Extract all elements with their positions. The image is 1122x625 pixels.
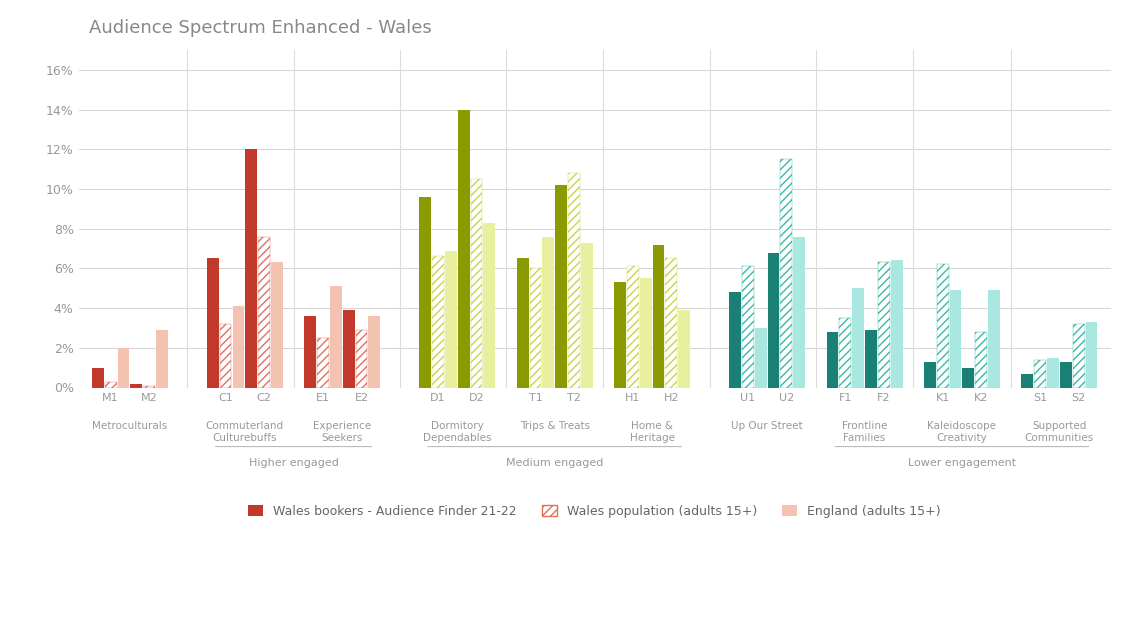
Legend: Wales bookers - Audience Finder 21-22, Wales population (adults 15+), England (a: Wales bookers - Audience Finder 21-22, W… [243,500,946,523]
Bar [653,244,664,388]
Bar [767,253,780,388]
Bar [729,292,741,388]
Bar [963,368,974,388]
Bar [640,278,652,388]
Bar [891,261,902,388]
Bar [627,266,638,388]
Bar [206,259,219,388]
Bar [246,149,257,388]
Bar [679,310,690,388]
Bar [484,222,495,388]
Text: Trips & Treats: Trips & Treats [519,421,590,431]
Bar [853,288,864,388]
Bar [581,242,592,388]
Bar [568,173,580,388]
Bar [232,306,245,388]
Text: Frontline
Families: Frontline Families [842,421,888,443]
Text: Audience Spectrum Enhanced - Wales: Audience Spectrum Enhanced - Wales [89,19,432,38]
Bar [542,237,554,388]
Bar [530,268,541,388]
Bar [988,290,1000,388]
Bar [156,330,168,388]
Bar [445,251,457,388]
Bar [318,338,329,388]
Bar [92,368,103,388]
Bar [755,328,766,388]
Bar [865,330,877,388]
Text: Medium engaged: Medium engaged [506,458,604,468]
Text: Commuterland
Culturebuffs: Commuterland Culturebuffs [205,421,284,443]
Bar [742,266,754,388]
Bar [877,262,890,388]
Text: Kaleidoscope
Creativity: Kaleidoscope Creativity [928,421,996,443]
Bar [470,179,482,388]
Bar [458,109,470,388]
Bar [258,237,270,388]
Bar [220,324,231,388]
Bar [793,237,806,388]
Bar [1073,324,1085,388]
Bar [827,332,838,388]
Bar [130,384,142,388]
Bar [975,332,987,388]
Text: Higher engaged: Higher engaged [249,458,339,468]
Bar [937,264,948,388]
Bar [781,159,792,388]
Bar [432,256,444,388]
Bar [104,381,117,388]
Bar [304,316,316,388]
Text: Supported
Communities: Supported Communities [1024,421,1094,443]
Bar [343,310,355,388]
Bar [614,282,626,388]
Bar [144,386,155,388]
Bar [118,348,129,388]
Bar [1021,374,1033,388]
Text: Home &
Heritage: Home & Heritage [629,421,674,443]
Text: Experience
Seekers: Experience Seekers [313,421,371,443]
Bar [1060,362,1072,388]
Text: Metroculturals: Metroculturals [92,421,167,431]
Bar [665,259,678,388]
Bar [330,286,342,388]
Bar [1034,360,1046,388]
Text: Up Our Street: Up Our Street [732,421,803,431]
Bar [925,362,936,388]
Bar [517,259,528,388]
Bar [839,318,852,388]
Bar [368,316,380,388]
Text: Dormitory
Dependables: Dormitory Dependables [423,421,491,443]
Bar [555,185,567,388]
Bar [420,197,431,388]
Bar [356,330,367,388]
Bar [949,290,962,388]
Bar [272,262,283,388]
Text: Lower engagement: Lower engagement [908,458,1017,468]
Bar [1047,357,1059,388]
Bar [1086,322,1097,388]
